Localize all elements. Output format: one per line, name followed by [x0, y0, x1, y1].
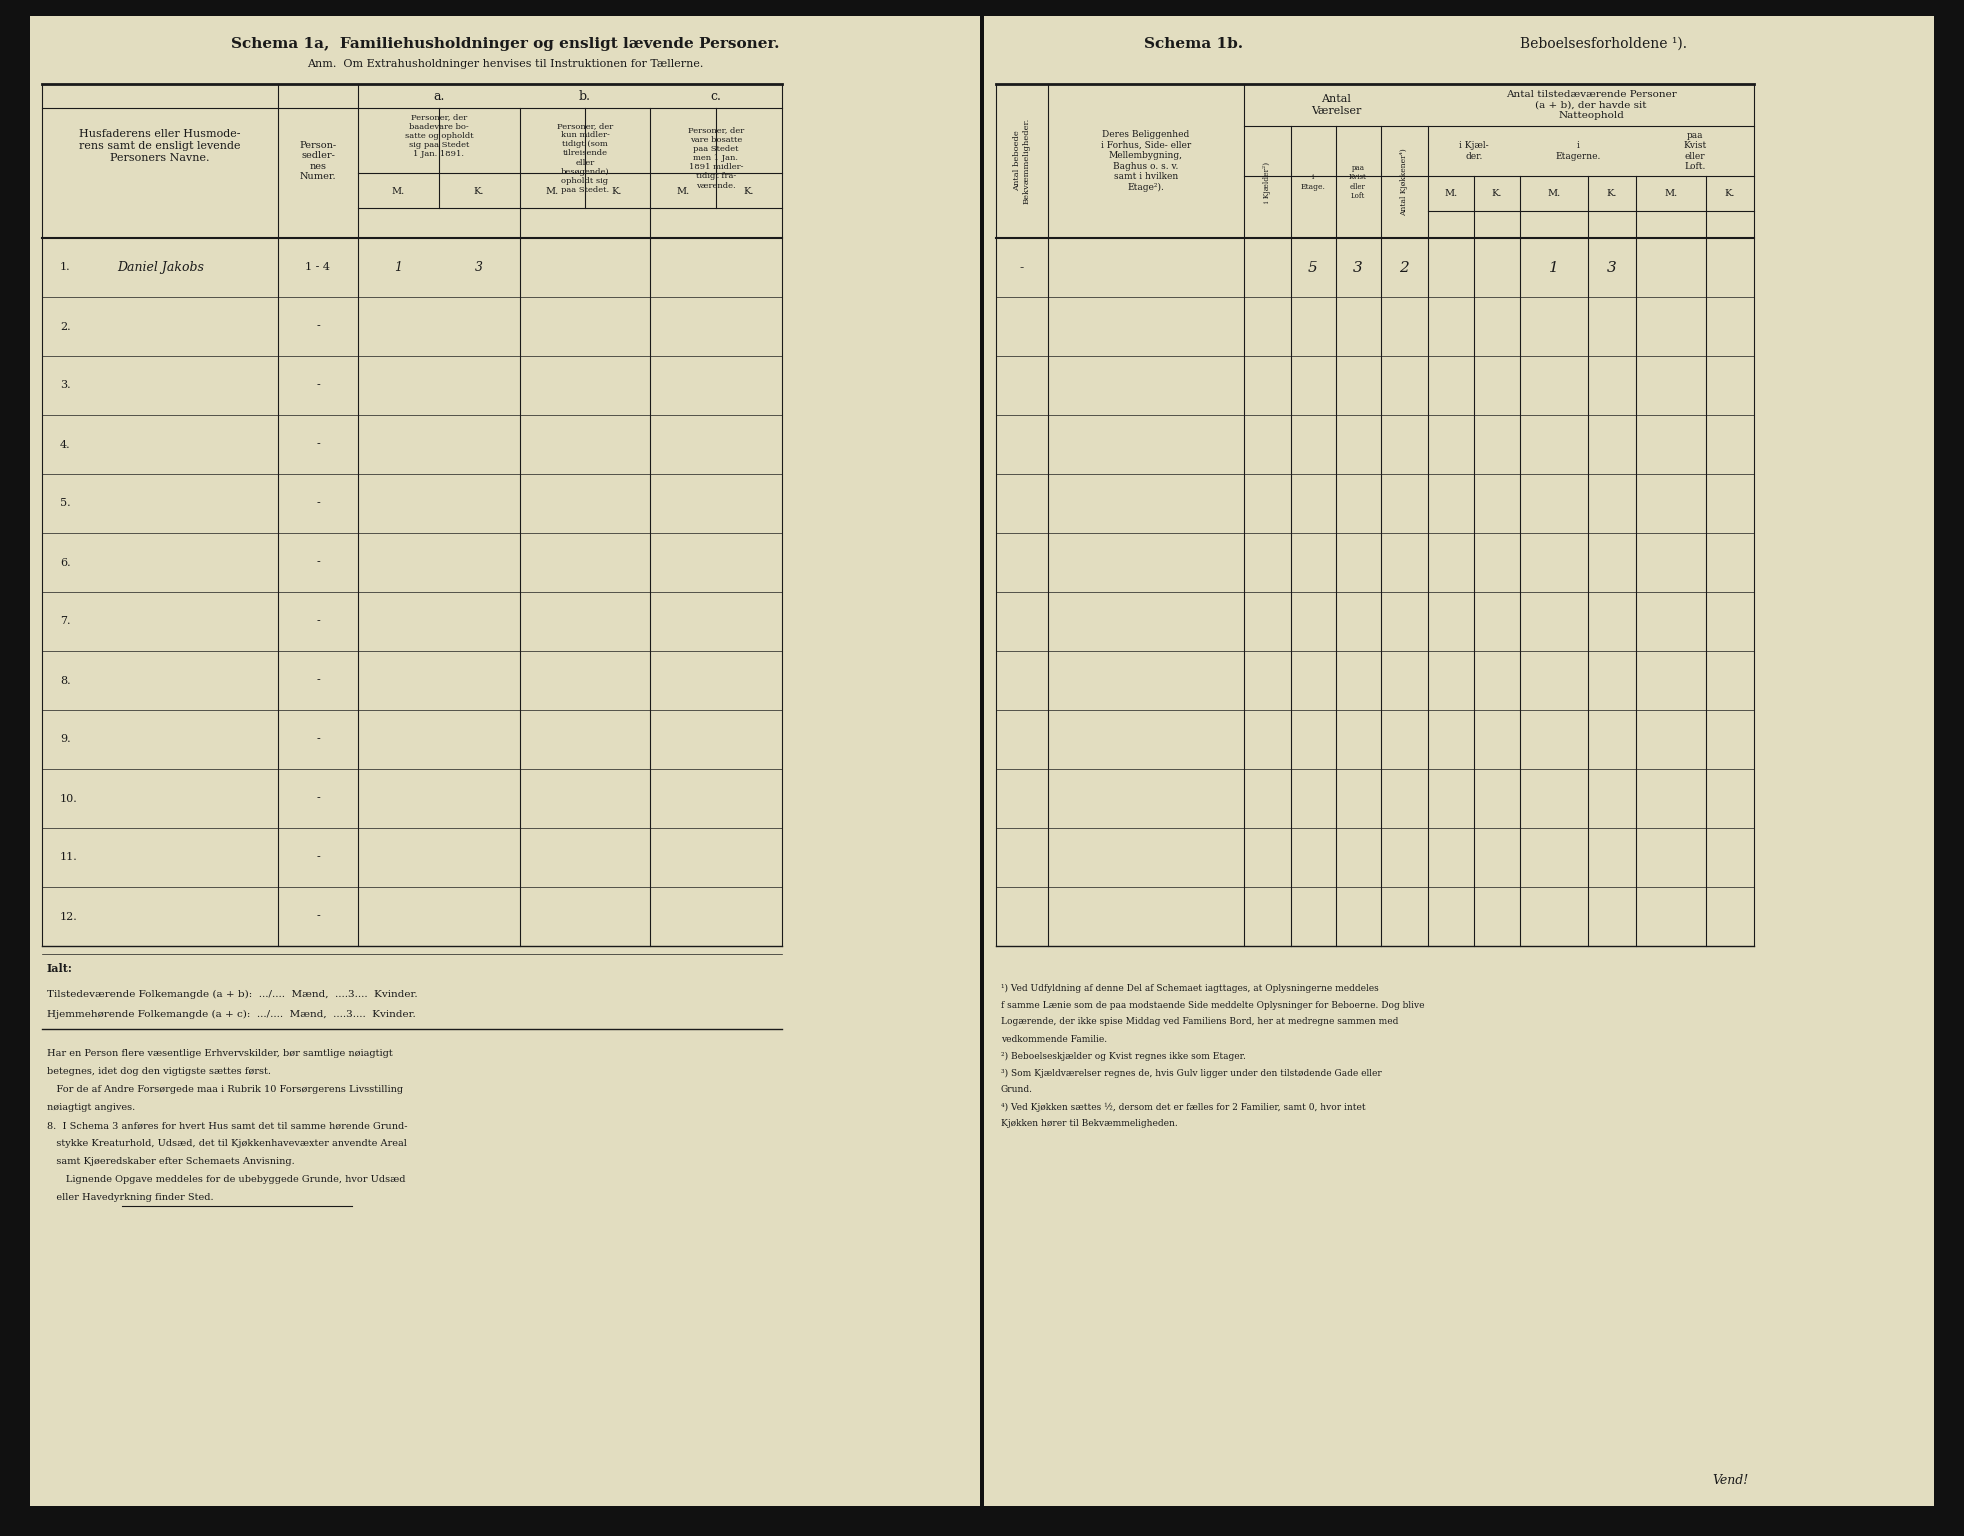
Text: 7.: 7. [61, 616, 71, 627]
Text: Lignende Opgave meddeles for de ubebyggede Grunde, hvor Udsæd: Lignende Opgave meddeles for de ubebygge… [47, 1175, 405, 1184]
Text: ⁴) Ved Kjøkken sættes ½, dersom det er fælles for 2 Familier, samt 0, hvor intet: ⁴) Ved Kjøkken sættes ½, dersom det er f… [1002, 1103, 1365, 1112]
Text: -: - [316, 616, 320, 627]
Text: Personer, der
baadevare bo-
satte og opholdt
sig paa Stedet
1 Jan. 1891.: Personer, der baadevare bo- satte og oph… [405, 114, 473, 158]
Text: Schema 1b.: Schema 1b. [1145, 37, 1243, 51]
Text: M.: M. [546, 186, 558, 195]
Text: ²) Beboelseskjælder og Kvist regnes ikke som Etager.: ²) Beboelseskjælder og Kvist regnes ikke… [1002, 1052, 1245, 1060]
Text: Antal Kjøkkener⁴): Antal Kjøkkener⁴) [1400, 147, 1408, 217]
Text: Grund.: Grund. [1002, 1086, 1033, 1095]
Text: Deres Beliggenhed
i Forhus, Side- eller
Mellembygning,
Baghus o. s. v.
samt i hv: Deres Beliggenhed i Forhus, Side- eller … [1102, 131, 1190, 192]
Text: -: - [316, 734, 320, 745]
Text: Antal tilstedæværende Personer
(a + b), der havde sit
Natteophold: Antal tilstedæværende Personer (a + b), … [1506, 91, 1677, 120]
Text: K.: K. [1607, 189, 1616, 198]
Text: Anm.  Om Extrahusholdninger henvises til Instruktionen for Tællerne.: Anm. Om Extrahusholdninger henvises til … [306, 58, 703, 69]
Text: Vend!: Vend! [1713, 1475, 1750, 1487]
Text: -: - [316, 794, 320, 803]
Text: -: - [316, 558, 320, 567]
Text: For de af Andre Forsørgede maa i Rubrik 10 Forsørgerens Livsstilling: For de af Andre Forsørgede maa i Rubrik … [47, 1086, 403, 1095]
Text: 1: 1 [395, 261, 403, 273]
Text: 9.: 9. [61, 734, 71, 745]
Text: 3: 3 [475, 261, 483, 273]
Text: 8.: 8. [61, 676, 71, 685]
Bar [984, 15, 1935, 1505]
Bar [29, 15, 980, 1505]
Text: Personer, der
kun midler-
tidigt (som
tilreisende
eller
besøgende)
opholdt sig
p: Personer, der kun midler- tidigt (som ti… [558, 121, 613, 194]
Text: c.: c. [711, 89, 721, 103]
Text: M.: M. [676, 186, 689, 195]
Text: ³) Som Kjældværelser regnes de, hvis Gulv ligger under den tilstødende Gade elle: ³) Som Kjældværelser regnes de, hvis Gul… [1002, 1069, 1383, 1078]
Text: 1 - 4: 1 - 4 [306, 263, 330, 272]
Text: 3.: 3. [61, 381, 71, 390]
Text: K.: K. [473, 186, 485, 195]
Text: 2.: 2. [61, 321, 71, 332]
Text: Person-
sedler-
nes
Numer.: Person- sedler- nes Numer. [299, 141, 336, 181]
Text: Ialt:: Ialt: [47, 963, 73, 974]
Text: M.: M. [391, 186, 405, 195]
Text: K.: K. [611, 186, 623, 195]
Text: K.: K. [744, 186, 754, 195]
Text: Antal
Værelser: Antal Værelser [1310, 94, 1361, 115]
Text: 5: 5 [1308, 261, 1318, 275]
Text: Personer, der
vare bosatte
paa Stedet
men 1 Jan.
1891 midler-
tidigt fra-
værend: Personer, der vare bosatte paa Stedet me… [687, 126, 744, 189]
Text: Schema 1a,  Familiehusholdninger og ensligt lævende Personer.: Schema 1a, Familiehusholdninger og ensli… [230, 37, 780, 51]
Text: nøiagtigt angives.: nøiagtigt angives. [47, 1103, 136, 1112]
Text: 10.: 10. [61, 794, 79, 803]
Text: K.: K. [1724, 189, 1736, 198]
Text: Har en Person flere væsentlige Erhvervskilder, bør samtlige nøiagtigt: Har en Person flere væsentlige Erhvervsk… [47, 1049, 393, 1058]
Text: -: - [1019, 261, 1023, 273]
Text: Tilstedeværende Folkemangde (a + b):  .../....  Mænd,  ....3....  Kvinder.: Tilstedeværende Folkemangde (a + b): ...… [47, 989, 418, 998]
Text: Hjemmehørende Folkemangde (a + c):  .../....  Mænd,  ....3....  Kvinder.: Hjemmehørende Folkemangde (a + c): .../.… [47, 1009, 416, 1018]
Text: -: - [316, 439, 320, 450]
Text: eller Havedyrkning finder Sted.: eller Havedyrkning finder Sted. [47, 1193, 214, 1203]
Text: K.: K. [1493, 189, 1502, 198]
Text: 8.  I Schema 3 anføres for hvert Hus samt det til samme hørende Grund-: 8. I Schema 3 anføres for hvert Hus samt… [47, 1121, 407, 1130]
Text: 3: 3 [1607, 261, 1616, 275]
Text: paa
Kvist
eller
Loft.: paa Kvist eller Loft. [1683, 131, 1707, 170]
Text: -: - [316, 381, 320, 390]
Text: vedkommende Familie.: vedkommende Familie. [1002, 1035, 1108, 1043]
Text: ¹) Ved Udfyldning af denne Del af Schemaet iagttages, at Oplysningerne meddeles: ¹) Ved Udfyldning af denne Del af Schema… [1002, 983, 1379, 992]
Text: -: - [316, 676, 320, 685]
Text: a.: a. [434, 89, 444, 103]
Text: 1: 1 [1550, 261, 1559, 275]
Text: M.: M. [1444, 189, 1457, 198]
Text: 4.: 4. [61, 439, 71, 450]
Text: stykke Kreaturhold, Udsæd, det til Kjøkkenhavevæxter anvendte Areal: stykke Kreaturhold, Udsæd, det til Kjøkk… [47, 1140, 407, 1149]
Text: samt Kjøeredskaber efter Schemaets Anvisning.: samt Kjøeredskaber efter Schemaets Anvis… [47, 1158, 295, 1166]
Text: -: - [316, 499, 320, 508]
Text: 2: 2 [1398, 261, 1408, 275]
Text: 11.: 11. [61, 852, 79, 863]
Text: 1.: 1. [61, 263, 71, 272]
Text: f samme Lænie som de paa modstaende Side meddelte Oplysninger for Beboerne. Dog : f samme Lænie som de paa modstaende Side… [1002, 1000, 1424, 1009]
Text: Beboelsesforholdene ¹).: Beboelsesforholdene ¹). [1520, 37, 1687, 51]
Text: -: - [316, 911, 320, 922]
Text: 3: 3 [1353, 261, 1363, 275]
Text: 5.: 5. [61, 499, 71, 508]
Text: betegnes, idet dog den vigtigste sættes først.: betegnes, idet dog den vigtigste sættes … [47, 1068, 271, 1077]
Text: M.: M. [1548, 189, 1561, 198]
Text: 12.: 12. [61, 911, 79, 922]
Text: i Kjæl-
der.: i Kjæl- der. [1459, 141, 1489, 161]
Text: b.: b. [579, 89, 591, 103]
Text: Kjøkken hører til Bekvæmmeligheden.: Kjøkken hører til Bekvæmmeligheden. [1002, 1120, 1178, 1129]
Text: Antal beboede
Bekvæmmeligheder.: Antal beboede Bekvæmmeligheder. [1013, 118, 1031, 204]
Text: i Kjælder²): i Kjælder²) [1263, 161, 1271, 203]
Text: Husfaderens eller Husmode-
rens samt de ensligt levende
Personers Navne.: Husfaderens eller Husmode- rens samt de … [79, 129, 242, 163]
Text: M.: M. [1664, 189, 1677, 198]
Text: Daniel Jakobs: Daniel Jakobs [118, 261, 204, 273]
Text: Logærende, der ikke spise Middag ved Familiens Bord, her at medregne sammen med: Logærende, der ikke spise Middag ved Fam… [1002, 1017, 1398, 1026]
Text: i
Etage.: i Etage. [1300, 174, 1326, 190]
Text: i
Etagerne.: i Etagerne. [1555, 141, 1601, 161]
Text: -: - [316, 852, 320, 863]
Text: 6.: 6. [61, 558, 71, 567]
Text: -: - [316, 321, 320, 332]
Text: paa
Kvist
eller
Loft: paa Kvist eller Loft [1349, 164, 1367, 200]
